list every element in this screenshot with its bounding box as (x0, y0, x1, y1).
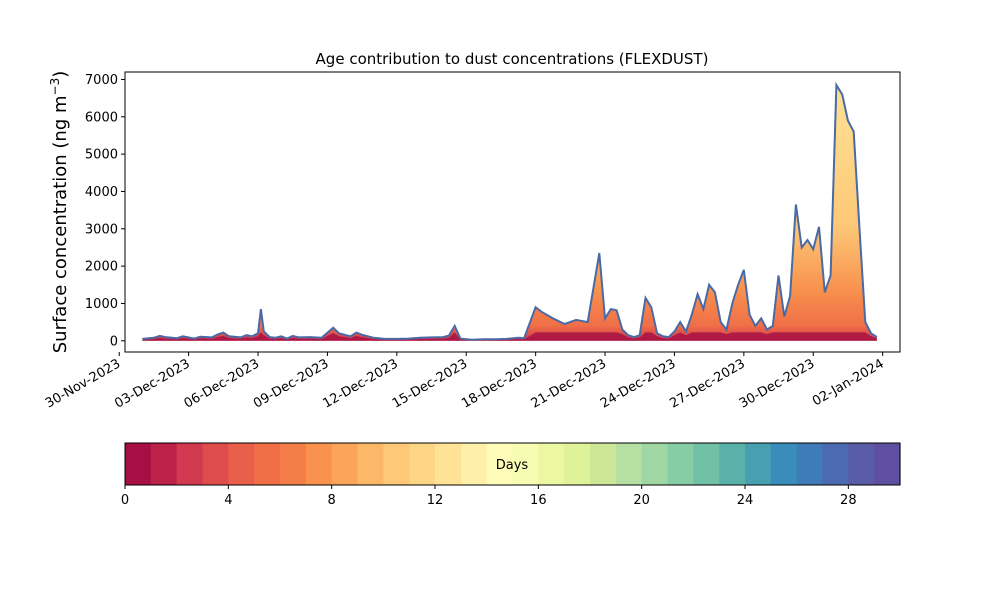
colorbar-swatch (641, 443, 669, 485)
y-tick-label: 3000 (85, 222, 118, 237)
colorbar-swatch (331, 443, 359, 485)
colorbar-label: Days (496, 458, 529, 473)
colorbar-swatch (202, 443, 229, 485)
colorbar-swatch (564, 443, 591, 485)
age-stack-area (142, 85, 877, 341)
x-tick-label: 12-Dec-2023 (320, 356, 400, 411)
colorbar-swatch (383, 443, 410, 485)
x-tick-label: 27-Dec-2023 (667, 356, 747, 411)
x-tick-label: 21-Dec-2023 (529, 356, 609, 411)
colorbar-swatch (254, 443, 281, 485)
x-tick-label: 18-Dec-2023 (459, 356, 539, 411)
colorbar-swatch (615, 443, 643, 485)
colorbar-swatch (874, 443, 901, 485)
x-tick-label: 09-Dec-2023 (251, 356, 331, 411)
x-tick-label: 02-Jan-2024 (810, 356, 887, 409)
colorbar-swatch (745, 443, 772, 485)
colorbar-tick-label: 0 (121, 493, 129, 508)
colorbar-tick-label: 28 (840, 493, 857, 508)
x-tick-label: 24-Dec-2023 (598, 356, 678, 411)
y-tick-label: 7000 (85, 73, 118, 88)
x-tick-label: 30-Dec-2023 (737, 356, 817, 411)
y-tick-label: 2000 (85, 260, 118, 275)
colorbar-frame (124, 442, 901, 486)
colorbar-swatch (667, 443, 694, 485)
colorbar-tick-label: 20 (633, 493, 650, 508)
colorbar-swatch (538, 443, 565, 485)
y-tick-label: 1000 (85, 297, 118, 312)
colorbar-swatch (125, 443, 152, 485)
colorbar-swatch (719, 443, 746, 485)
chart-title: Age contribution to dust concentrations … (316, 50, 709, 68)
colorbar-swatch (848, 443, 875, 485)
x-tick-label: 06-Dec-2023 (182, 356, 262, 411)
colorbar-swatch (770, 443, 798, 485)
young-age-band (142, 332, 877, 341)
plot-area (142, 81, 878, 341)
y-tick-label: 5000 (85, 148, 118, 163)
y-tick-label: 0 (110, 334, 118, 349)
x-tick-label: 30-Nov-2023 (43, 356, 123, 411)
colorbar-tick-label: 8 (328, 493, 336, 508)
colorbar-swatch (409, 443, 436, 485)
colorbar-tick-label: 16 (530, 493, 547, 508)
colorbar-tick-label: 24 (737, 493, 754, 508)
colorbar-swatch (150, 443, 178, 485)
y-axis-label: Surface concentration (ng m−3) (48, 71, 71, 354)
y-axis-label-unit-exponent: −3 (48, 78, 62, 96)
y-tick-label: 4000 (85, 185, 118, 200)
x-tick-label: 15-Dec-2023 (390, 356, 470, 411)
colorbar-swatch (435, 443, 462, 485)
colorbar-swatch (357, 443, 384, 485)
colorbar-swatch (176, 443, 204, 485)
y-tick-label: 6000 (85, 110, 118, 125)
axes: 0 1000 2000 3000 4000 5000 6000 7000 30-Nov-2023… (43, 73, 887, 412)
colorbar-tick-label: 4 (224, 493, 232, 508)
colorbar-swatch (486, 443, 514, 485)
colorbar-swatch (460, 443, 488, 485)
colorbar-swatch (822, 443, 849, 485)
total-concentration-line (142, 81, 878, 341)
colorbar-swatch (693, 443, 720, 485)
colorbar-swatch (796, 443, 824, 485)
x-tick-label: 03-Dec-2023 (112, 356, 192, 411)
colorbar-swatch (228, 443, 255, 485)
colorbar-swatch (280, 443, 307, 485)
colorbar-tick-label: 12 (427, 493, 444, 508)
colorbar: 0 4 8 12 16 20 24 28 (121, 442, 901, 508)
colorbar-swatch (590, 443, 617, 485)
plot-frame (124, 71, 901, 353)
colorbar-swatch (305, 443, 333, 485)
colorbar-swatch (512, 443, 539, 485)
